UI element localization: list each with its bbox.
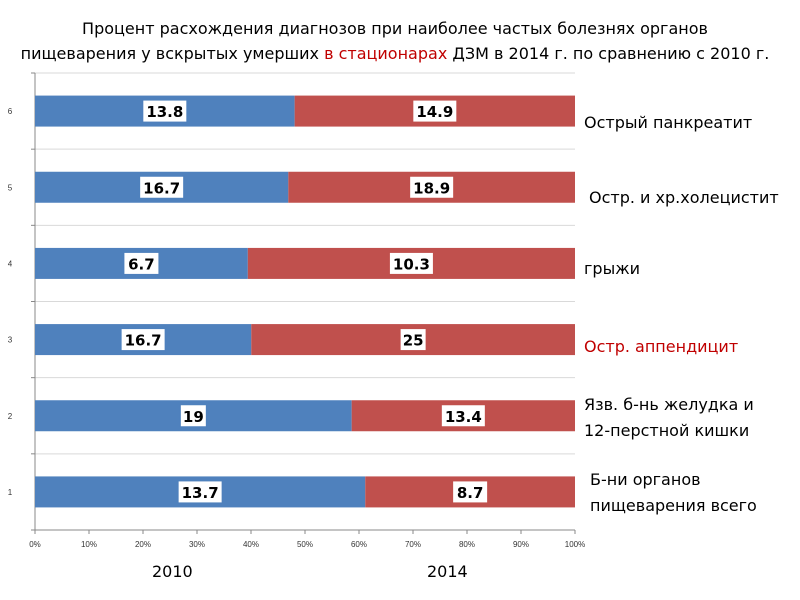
- data-label-2014-cat-5: 18.9: [413, 179, 450, 197]
- y-tick-label: 6: [8, 107, 13, 116]
- data-label-2010-cat-3: 16.7: [125, 332, 162, 350]
- y-tick-label: 2: [8, 412, 13, 421]
- y-tick-label: 1: [8, 488, 13, 497]
- title-line-2: пищеварения у вскрытых умерших в стацион…: [0, 41, 790, 66]
- data-label-2014-cat-6: 14.9: [416, 103, 453, 121]
- data-label-box: [440, 404, 486, 428]
- data-label-box: [177, 480, 223, 504]
- y-tick-label: 5: [8, 183, 13, 192]
- category-label-5-line-1: Остр. и хр.холецистит: [589, 188, 779, 207]
- data-label-2010-cat-2: 19: [183, 408, 204, 426]
- data-label-box: [179, 404, 207, 428]
- data-label-2010-cat-6: 13.8: [146, 103, 183, 121]
- data-label-box: [452, 480, 489, 504]
- data-label-2014-cat-2: 13.4: [445, 408, 482, 426]
- category-label-2-line-2: 12-перстной кишки: [584, 421, 750, 440]
- data-label-box: [123, 251, 160, 275]
- category-label-4-line-1: грыжи: [584, 259, 641, 278]
- category-label-1-line-1: Б-ни органов: [590, 470, 701, 489]
- category-label-3: Остр. аппендицит: [584, 334, 738, 360]
- x-tick-label: 50%: [297, 540, 313, 549]
- y-tick-label: 4: [8, 259, 13, 268]
- data-label-2014-cat-3: 25: [403, 332, 424, 350]
- data-label-2010-cat-4: 6.7: [128, 255, 155, 273]
- data-label-box: [142, 99, 188, 123]
- x-tick-label: 100%: [565, 540, 585, 549]
- x-tick-label: 40%: [243, 540, 259, 549]
- category-label-6-line-1: Острый панкреатит: [584, 113, 753, 132]
- x-tick-label: 90%: [513, 540, 529, 549]
- category-label-6: Острый панкреатит: [584, 110, 752, 136]
- data-label-box: [139, 175, 185, 199]
- category-label-1: Б-ни органов пищеварения всего: [584, 467, 757, 519]
- x-tick-label: 60%: [351, 540, 367, 549]
- data-label-box: [120, 328, 166, 352]
- x-tick-label: 0%: [29, 540, 41, 549]
- title-highlight: в стационарах: [324, 44, 448, 63]
- category-label-5: Остр. и хр.холецистит: [584, 185, 779, 211]
- x-tick-label: 10%: [81, 540, 97, 549]
- x-tick-label: 20%: [135, 540, 151, 549]
- y-tick-label: 3: [8, 336, 13, 345]
- category-label-2-line-1: Язв. б-нь желудка и: [584, 395, 754, 414]
- data-label-box: [399, 328, 427, 352]
- data-label-box: [412, 99, 458, 123]
- data-label-2010-cat-1: 13.7: [182, 484, 219, 502]
- legend-2014: 2014: [427, 562, 468, 581]
- category-label-3-line-1: Остр. аппендицит: [584, 337, 739, 356]
- legend-2010: 2010: [152, 562, 193, 581]
- data-label-2014-cat-1: 8.7: [457, 484, 484, 502]
- title-line-2-end: ДЗМ в 2014 г. по сравнению с 2010 г.: [447, 44, 770, 63]
- x-tick-label: 70%: [405, 540, 421, 549]
- data-label-box: [409, 175, 455, 199]
- category-label-4: грыжи: [584, 256, 640, 282]
- title-line-2-start: пищеварения у вскрытых умерших: [20, 44, 325, 63]
- category-label-1-line-2: пищеварения всего: [590, 496, 757, 515]
- x-tick-label: 30%: [189, 540, 205, 549]
- data-label-2014-cat-4: 10.3: [393, 255, 430, 273]
- category-label-2: Язв. б-нь желудка и 12-перстной кишки: [584, 392, 754, 444]
- data-label-2010-cat-5: 16.7: [143, 179, 180, 197]
- title-line-1: Процент расхождения диагнозов при наибол…: [82, 19, 708, 38]
- x-tick-label: 80%: [459, 540, 475, 549]
- data-label-box: [388, 251, 434, 275]
- chart-title: Процент расхождения диагнозов при наибол…: [0, 16, 790, 66]
